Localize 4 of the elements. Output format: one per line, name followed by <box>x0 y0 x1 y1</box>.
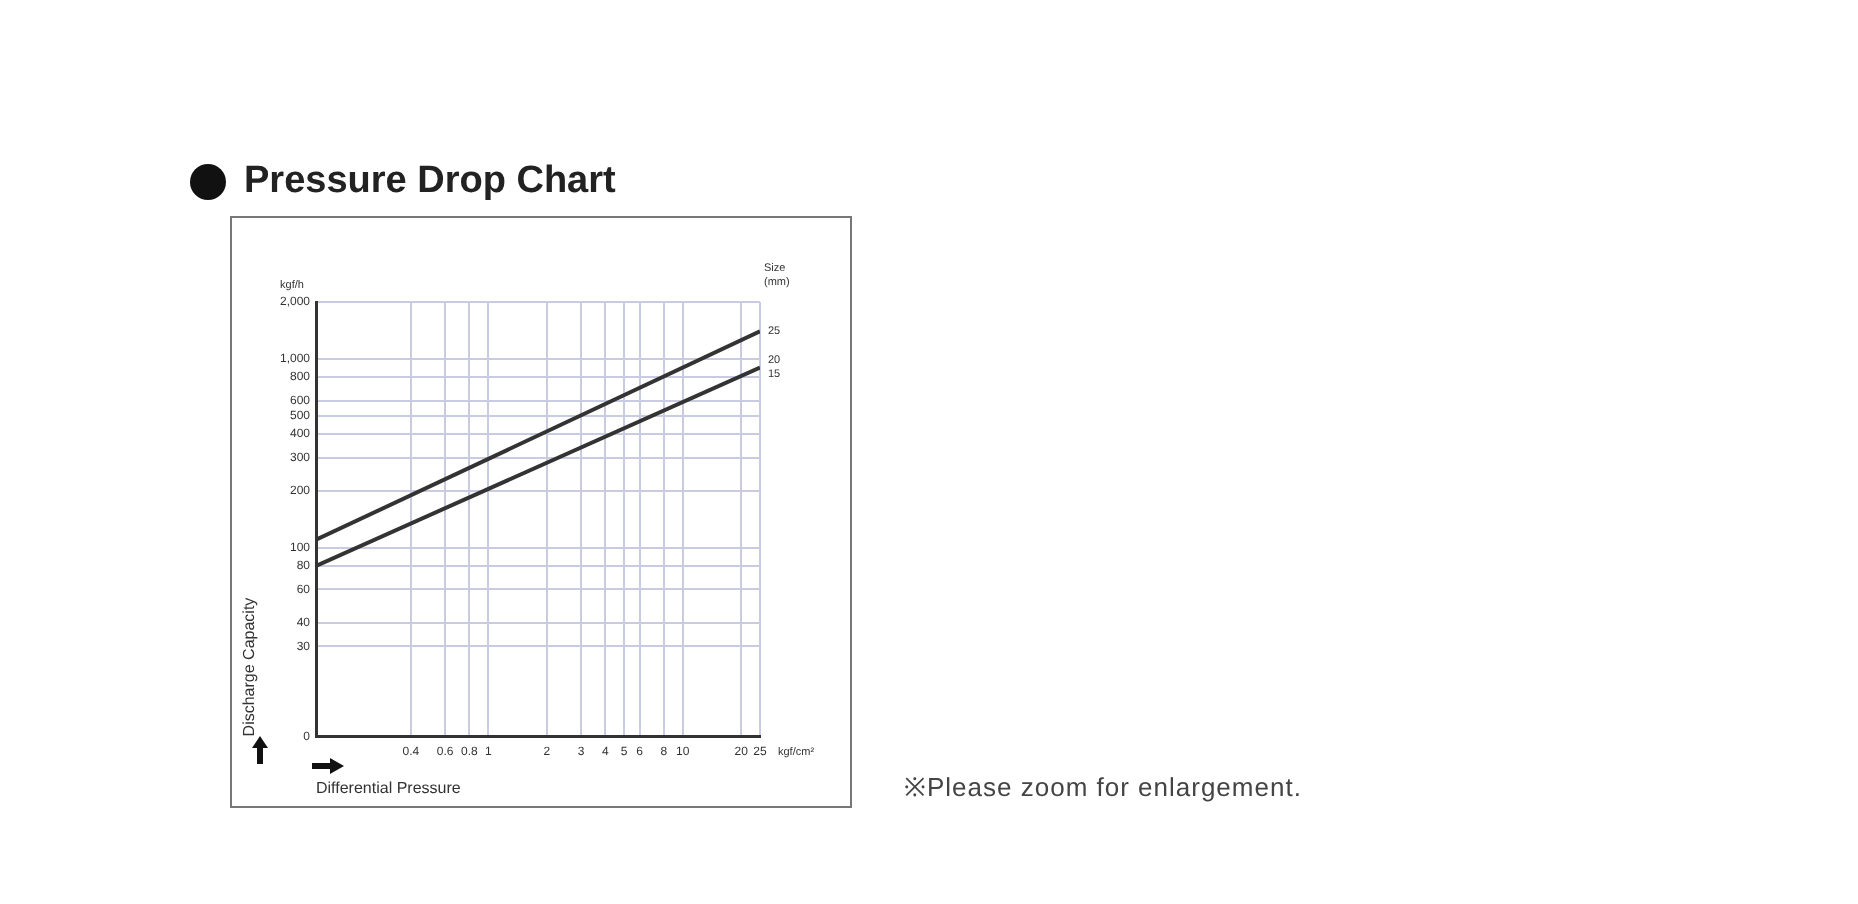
text: ※Please zoom for enlargement. <box>904 770 1302 804</box>
x-axis-title: Differential Pressure <box>316 778 462 797</box>
y-axis-title: Discharge Capacity <box>240 597 259 737</box>
chart-title: Pressure Drop Chart <box>244 160 616 204</box>
